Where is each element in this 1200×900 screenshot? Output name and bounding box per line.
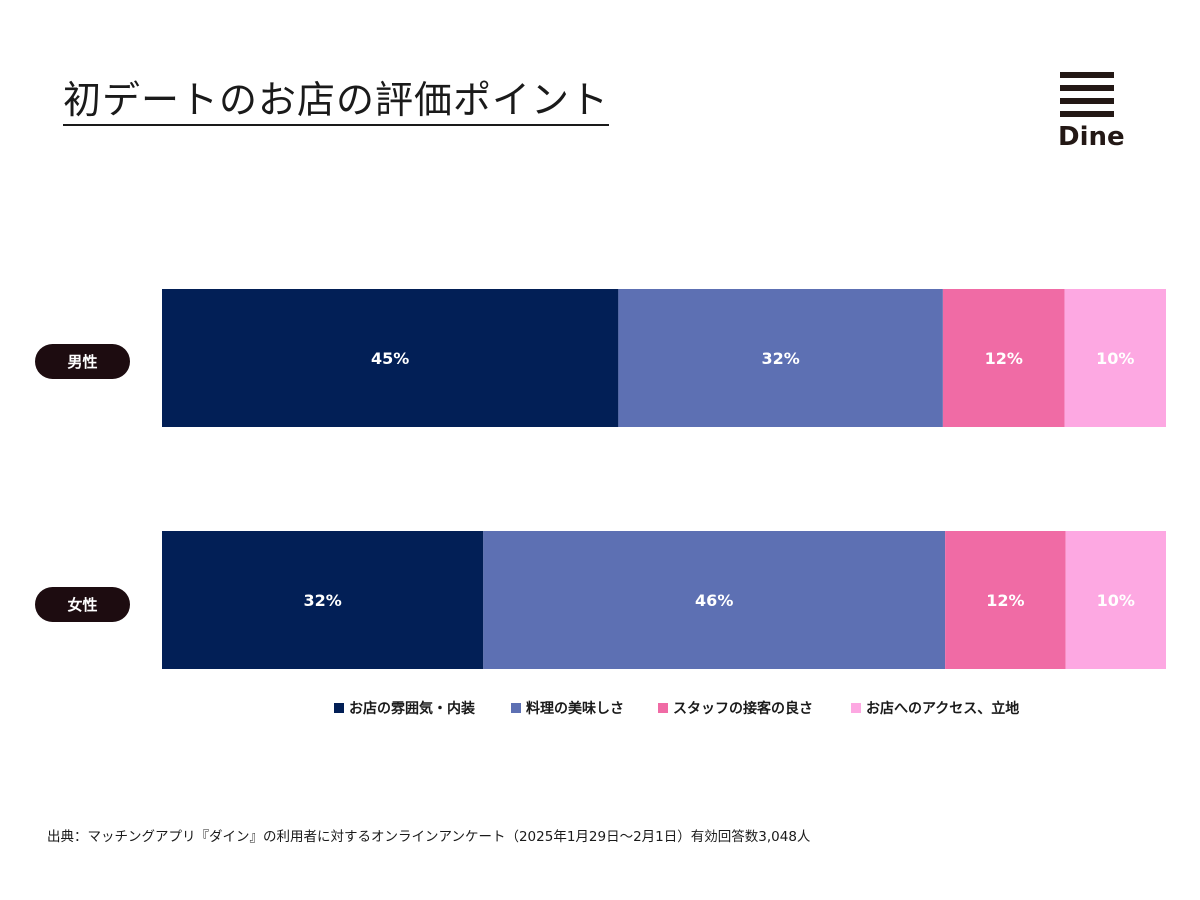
data-label-0-0: 45% bbox=[371, 349, 409, 368]
data-label-0-2: 12% bbox=[985, 349, 1023, 368]
chart-legend: お店の雰囲気・内装 料理の美味しさ スタッフの接客の良さ お店へのアクセス、立地 bbox=[0, 698, 1200, 720]
legend-item-food: 料理の美味しさ bbox=[511, 698, 624, 718]
bar-segment-0-2 bbox=[942, 289, 1065, 427]
data-label-1-0: 32% bbox=[303, 591, 341, 610]
data-label-1-1: 46% bbox=[695, 591, 733, 610]
data-label-1-3: 10% bbox=[1097, 591, 1135, 610]
data-label-1-2: 12% bbox=[986, 591, 1024, 610]
legend-swatch bbox=[851, 703, 861, 713]
menu-lines-icon bbox=[1060, 72, 1114, 118]
legend-label: お店へのアクセス、立地 bbox=[866, 701, 1020, 717]
legend-label: 料理の美味しさ bbox=[526, 701, 624, 717]
dine-logo: Dine bbox=[1058, 72, 1125, 152]
legend-item-access: お店へのアクセス、立地 bbox=[851, 698, 1019, 718]
bar-segment-0-0 bbox=[162, 289, 619, 427]
legend-label: スタッフの接客の良さ bbox=[673, 701, 813, 717]
legend-swatch bbox=[334, 703, 344, 713]
legend-item-service: スタッフの接客の良さ bbox=[658, 698, 813, 718]
data-label-0-1: 32% bbox=[761, 349, 799, 368]
legend-label: お店の雰囲気・内装 bbox=[349, 701, 475, 717]
category-label-male: 男性 bbox=[35, 344, 130, 379]
page-title: 初デートのお店の評価ポイント bbox=[63, 76, 610, 126]
bar-segment-1-0 bbox=[162, 531, 484, 669]
bar-segment-0-1 bbox=[618, 289, 943, 427]
bar-segment-1-3 bbox=[1065, 531, 1166, 669]
category-label-female: 女性 bbox=[35, 587, 130, 622]
bar-segment-0-3 bbox=[1064, 289, 1166, 427]
data-label-0-3: 10% bbox=[1096, 349, 1134, 368]
legend-item-atmosphere: お店の雰囲気・内装 bbox=[334, 698, 475, 718]
source-note: 出典：マッチングアプリ『ダイン』の利用者に対するオンラインアンケート（2025年… bbox=[47, 829, 811, 845]
bar-segment-1-2 bbox=[945, 531, 1066, 669]
bar-segment-1-1 bbox=[483, 531, 946, 669]
legend-swatch bbox=[511, 703, 521, 713]
legend-swatch bbox=[658, 703, 668, 713]
logo-text: Dine bbox=[1058, 122, 1125, 152]
